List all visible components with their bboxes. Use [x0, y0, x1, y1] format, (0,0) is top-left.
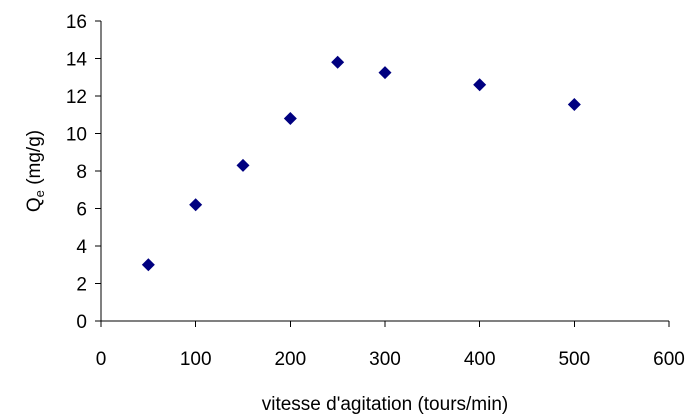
y-tick-label: 10	[66, 125, 87, 146]
data-points	[141, 55, 581, 272]
x-tick-label: 300	[369, 349, 401, 370]
data-point-diamond	[283, 112, 297, 125]
data-point-diamond	[236, 158, 250, 172]
y-tick-label: 16	[66, 12, 87, 33]
data-point-diamond	[141, 258, 155, 272]
x-tick-label: 100	[180, 349, 212, 370]
x-tick-label: 600	[653, 349, 685, 370]
x-tick-label: 0	[96, 349, 107, 370]
data-point-diamond	[189, 198, 203, 212]
x-tick-label: 500	[558, 349, 590, 370]
data-point-diamond	[567, 97, 581, 111]
y-tick-label: 0	[76, 312, 87, 333]
y-tick-label: 8	[76, 162, 87, 183]
y-axis-title: Qe (mg/g)	[24, 130, 47, 212]
x-axis-ticks: 0 100 200 300 400 500 600	[96, 321, 685, 370]
y-axis-title-unit: (mg/g)	[24, 130, 45, 190]
x-tick-label: 200	[274, 349, 306, 370]
data-point-diamond	[331, 55, 345, 69]
y-tick-label: 2	[76, 275, 87, 296]
y-tick-label: 4	[76, 237, 87, 258]
data-point-diamond	[473, 78, 487, 92]
data-point-diamond	[378, 66, 392, 80]
y-tick-label: 12	[66, 87, 87, 108]
x-tick-label: 400	[464, 349, 496, 370]
y-axis-title-subscript: e	[32, 190, 47, 197]
x-axis-title: vitesse d'agitation (tours/min)	[262, 394, 509, 415]
y-axis-title-base: Q	[24, 197, 45, 212]
y-tick-label: 14	[66, 50, 88, 71]
y-tick-label: 6	[76, 200, 87, 221]
y-axis-ticks: 0 2 4 6 8 10 12 14 16	[66, 12, 101, 333]
